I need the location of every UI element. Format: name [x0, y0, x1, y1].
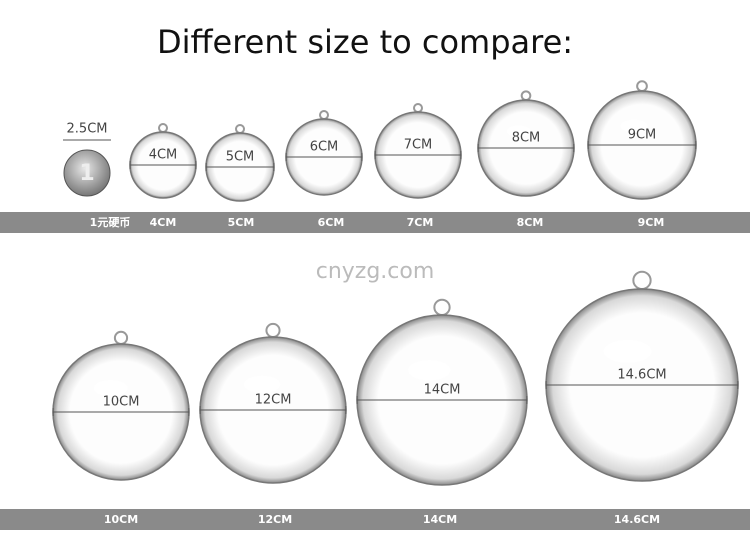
hanger-loop — [113, 330, 129, 346]
coin-size: 2.5CM — [67, 122, 108, 137]
coin — [63, 149, 111, 197]
highlight — [93, 380, 128, 397]
caption: 6CM — [318, 216, 345, 229]
highlight — [149, 149, 167, 158]
size-label: 9CM — [628, 128, 657, 143]
caption-band — [0, 212, 750, 233]
title: Different size to compare: — [157, 23, 573, 61]
hanger-loop — [235, 124, 245, 134]
size-label: 7CM — [404, 138, 433, 153]
size-label: 4CM — [149, 148, 178, 163]
caption: 5CM — [228, 216, 255, 229]
caption: 14.6CM — [614, 513, 660, 526]
caption: 8CM — [517, 216, 544, 229]
highlight — [408, 360, 451, 381]
highlight — [506, 125, 531, 137]
hanger-loop — [520, 90, 532, 102]
highlight — [243, 375, 281, 394]
caption-band — [0, 509, 750, 530]
highlight — [226, 151, 244, 160]
caption: 10CM — [104, 513, 138, 526]
size-label: 6CM — [310, 140, 339, 155]
caption: 7CM — [407, 216, 434, 229]
coin-face: 1 — [79, 161, 94, 186]
highlight — [400, 134, 423, 146]
caption: 4CM — [150, 216, 177, 229]
hanger-loop — [636, 80, 648, 92]
size-label: 12CM — [255, 393, 292, 408]
coin-caption: 1元硬币 — [90, 216, 131, 229]
size-label: 10CM — [103, 395, 140, 410]
highlight — [603, 339, 652, 363]
hanger-loop — [158, 123, 168, 133]
hanger-loop — [319, 110, 329, 120]
size-label: 8CM — [512, 131, 541, 146]
size-label: 14.6CM — [617, 368, 666, 383]
caption: 12CM — [258, 513, 292, 526]
hanger-loop — [265, 322, 281, 338]
size-label: 14CM — [424, 383, 461, 398]
hanger-loop — [632, 270, 652, 290]
highlight — [308, 139, 328, 149]
size-label: 5CM — [226, 150, 255, 165]
hanger-loop — [413, 103, 423, 113]
highlight — [620, 119, 648, 133]
caption: 14CM — [423, 513, 457, 526]
caption: 9CM — [638, 216, 665, 229]
watermark: cnyzg.com — [316, 259, 435, 284]
hanger-loop — [433, 298, 451, 317]
